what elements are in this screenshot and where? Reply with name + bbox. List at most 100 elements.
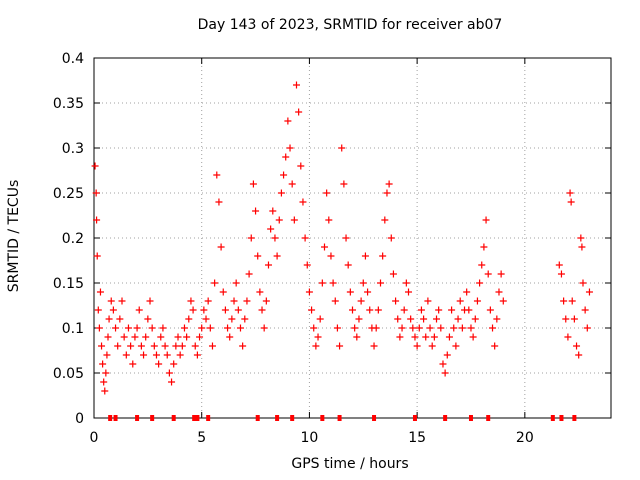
gap-marker [290, 415, 295, 421]
data-point [567, 198, 575, 206]
data-point [112, 324, 120, 332]
data-point [256, 288, 264, 296]
data-point [355, 315, 363, 323]
data-point [206, 324, 214, 332]
data-point [215, 198, 223, 206]
gap-marker [171, 415, 176, 421]
data-point [482, 216, 490, 224]
gap-markers [108, 415, 577, 421]
data-point [346, 288, 354, 296]
data-point [118, 297, 126, 305]
data-point [491, 342, 499, 350]
chart-title: Day 143 of 2023, SRMTID for receiver ab0… [197, 17, 503, 33]
data-point [299, 198, 307, 206]
data-point [471, 315, 479, 323]
data-point [340, 180, 348, 188]
data-point [295, 108, 303, 116]
data-point [314, 333, 322, 341]
gap-marker [195, 415, 200, 421]
gap-marker [206, 415, 211, 421]
data-point [269, 207, 277, 215]
gap-marker [192, 415, 197, 421]
data-point [383, 189, 391, 197]
gap-marker [486, 415, 491, 421]
data-point [430, 333, 438, 341]
data-point [476, 279, 484, 287]
data-point [465, 306, 473, 314]
data-point [428, 342, 436, 350]
data-point [402, 279, 410, 287]
data-point [95, 324, 103, 332]
data-point [585, 288, 593, 296]
gap-marker [559, 415, 564, 421]
data-point [221, 306, 229, 314]
data-point [239, 342, 247, 350]
data-point [583, 324, 591, 332]
data-point [579, 279, 587, 287]
data-point [372, 324, 380, 332]
data-point [405, 288, 413, 296]
data-point [422, 333, 430, 341]
data-point [252, 207, 260, 215]
data-point [116, 315, 124, 323]
data-point [361, 252, 369, 260]
data-point [325, 216, 333, 224]
data-point [415, 324, 423, 332]
data-point [499, 297, 507, 305]
data-point [480, 243, 488, 251]
data-point [562, 315, 570, 323]
data-point [100, 378, 108, 386]
data-point [353, 333, 361, 341]
data-point [573, 342, 581, 350]
data-point [172, 342, 180, 350]
data-point [219, 288, 227, 296]
data-point [333, 324, 341, 332]
data-point [200, 306, 208, 314]
data-point [92, 189, 100, 197]
data-point [107, 297, 115, 305]
gap-marker [372, 415, 377, 421]
data-point [570, 315, 578, 323]
data-point [495, 288, 503, 296]
data-point [426, 324, 434, 332]
data-point [144, 315, 152, 323]
data-point [91, 162, 99, 170]
data-point [303, 261, 311, 269]
data-point [385, 180, 393, 188]
data-point [284, 117, 292, 125]
data-point [456, 297, 464, 305]
data-point [469, 333, 477, 341]
data-point [308, 306, 316, 314]
data-point [305, 288, 313, 296]
data-point [135, 306, 143, 314]
data-point [96, 288, 104, 296]
data-point [581, 306, 589, 314]
data-points [91, 81, 593, 395]
data-point [183, 333, 191, 341]
data-point [389, 270, 397, 278]
data-point [196, 333, 204, 341]
data-point [351, 324, 359, 332]
data-point [213, 171, 221, 179]
data-point [392, 297, 400, 305]
data-point [327, 252, 335, 260]
data-point [577, 234, 585, 242]
data-point [148, 324, 156, 332]
data-point [312, 342, 320, 350]
data-point [104, 333, 112, 341]
data-point [377, 279, 385, 287]
data-point [204, 297, 212, 305]
data-point [301, 234, 309, 242]
x-tick-label: 20 [516, 430, 534, 446]
y-tick-label: 0.2 [62, 231, 84, 247]
data-point [366, 306, 374, 314]
gap-marker [412, 415, 417, 421]
data-point [114, 342, 122, 350]
data-point [122, 351, 130, 359]
data-point [142, 333, 150, 341]
data-point [443, 351, 451, 359]
x-tick-label: 15 [408, 430, 426, 446]
data-point [342, 234, 350, 242]
y-tick-label: 0.15 [53, 276, 84, 292]
